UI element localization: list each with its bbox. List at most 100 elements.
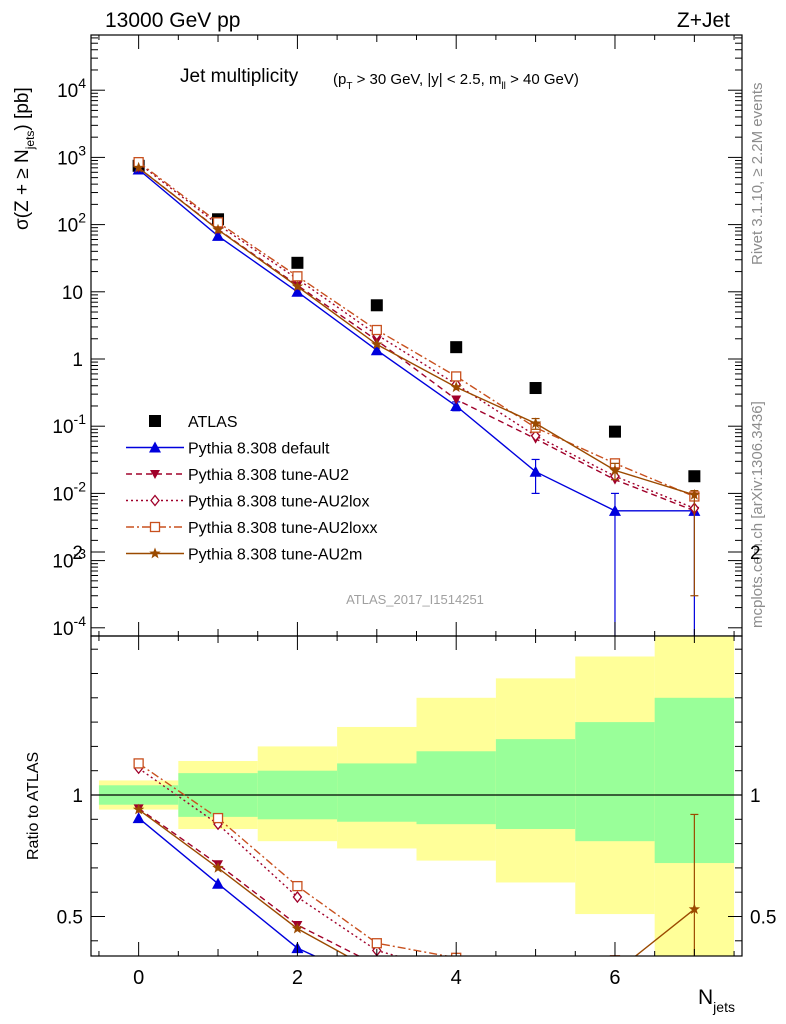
ratio-point	[212, 877, 225, 889]
ratio-point	[291, 922, 304, 934]
ratio-point	[690, 961, 699, 970]
chart-title: Jet multiplicity	[180, 66, 299, 87]
main-y-tick-label: 10-1	[52, 411, 86, 438]
main-panel-frame: 10-4 10-3 10-2 10-1 1 10 102 103 104	[52, 34, 743, 640]
main-point	[450, 399, 463, 411]
main-point	[212, 229, 225, 241]
legend-marker	[150, 494, 160, 507]
main-point	[529, 417, 542, 429]
stat-uncertainty-band	[416, 751, 496, 825]
legend-marker	[149, 521, 161, 533]
ratio-series-4	[132, 803, 701, 977]
mcplots-label: mcplots.cern.ch [arXiv:1306.3436]	[749, 401, 766, 628]
ratio-point	[292, 891, 303, 904]
process-label: Z+Jet	[677, 9, 730, 32]
main-line-2	[138, 167, 695, 512]
stat-uncertainty-band	[575, 722, 655, 842]
ratio-y-tick-label-right: 0.5	[750, 908, 776, 929]
x-tick-label: 2	[292, 967, 303, 989]
ratio-point	[530, 1017, 542, 1024]
main-point	[529, 382, 542, 395]
ratio-point	[688, 903, 701, 915]
main-series-layer	[132, 156, 701, 636]
legend-entry-label: Pythia 8.308 default	[188, 441, 330, 458]
main-point	[370, 344, 383, 356]
ratio-line-0	[138, 817, 317, 956]
ratio-point	[371, 938, 382, 949]
main-y-tick-label: 1	[72, 350, 83, 371]
legend-marker	[150, 470, 160, 479]
stat-uncertainty-band	[495, 739, 576, 830]
legend: ATLAS Pythia 8.308 default Pythia 8.308 tu…	[126, 414, 377, 564]
legend-entry-label: ATLAS	[188, 414, 238, 431]
legend-entry-label: Pythia 8.308 tune-AU2	[188, 467, 349, 484]
main-point	[291, 256, 304, 269]
main-series-0	[132, 159, 701, 483]
main-point	[609, 464, 621, 476]
ratio-point	[610, 988, 620, 997]
ratio-point	[371, 966, 382, 977]
main-line-1	[138, 168, 695, 512]
main-point	[688, 470, 701, 483]
ratio-panel-frame: 0.5 0.5 1 1 2 2 0 2 4 6	[57, 543, 777, 989]
ratio-series-3	[133, 758, 699, 979]
legend-entry-label: Pythia 8.308 tune-AU2m	[188, 547, 362, 564]
main-point	[608, 425, 621, 438]
ratio-point	[532, 987, 540, 997]
legend-marker	[149, 415, 161, 427]
ratio-point	[531, 970, 540, 979]
main-point	[688, 488, 701, 500]
main-point	[132, 161, 145, 173]
legend-marker	[149, 547, 161, 559]
main-point	[370, 299, 383, 312]
energy-label: 13000 GeV pp	[105, 9, 240, 32]
ratio-y-tick-label-right: 2	[750, 543, 761, 564]
ratio-point	[133, 758, 144, 769]
ratio-point	[451, 993, 461, 1002]
main-point	[608, 504, 621, 516]
main-y-tick-label: 10-4	[52, 613, 86, 640]
ratio-point	[371, 979, 383, 990]
main-line-4	[138, 161, 695, 498]
ratio-point	[132, 803, 145, 815]
main-point	[529, 465, 542, 477]
ratio-uncertainty-bands	[91, 636, 742, 956]
main-line-3	[138, 162, 695, 509]
legend-marker	[149, 441, 161, 453]
main-point	[291, 280, 304, 292]
ratio-point	[609, 1016, 621, 1024]
legend-entry-label: Pythia 8.308 tune-AU2lox	[188, 494, 369, 511]
ratio-point	[689, 961, 699, 970]
ratio-point	[292, 880, 303, 892]
ratio-line-2	[138, 767, 400, 956]
main-series-1	[132, 163, 701, 636]
chart-subtitle: (pT > 30 GeV, |y| < 2.5, mll > 40 GeV)	[333, 71, 579, 92]
main-y-tick-label: 10-2	[52, 478, 86, 505]
main-point	[451, 395, 462, 405]
legend-entry-label: Pythia 8.308 tune-AU2loxx	[188, 520, 377, 537]
main-point	[371, 324, 382, 336]
main-y-tick-label: 104	[57, 75, 86, 102]
ratio-line-4	[138, 809, 695, 956]
main-point	[371, 338, 383, 350]
main-point	[212, 223, 224, 235]
ratio-y-tick-label-right: 1	[750, 786, 761, 807]
ratio-y-tick-label: 0.5	[57, 908, 83, 929]
ratio-series-layer	[132, 758, 701, 1024]
ratio-point	[609, 955, 621, 956]
main-y-tick-label: 103	[57, 142, 86, 169]
ratio-point	[531, 990, 541, 999]
ratio-point	[688, 959, 700, 970]
main-point	[450, 341, 463, 354]
x-tick-label: 6	[609, 967, 620, 989]
main-y-tick-label: 102	[57, 210, 86, 237]
main-line-5	[138, 167, 695, 496]
main-point	[450, 381, 462, 393]
ratio-point	[132, 812, 145, 824]
ratio-point	[212, 812, 224, 824]
stat-uncertainty-band	[337, 763, 417, 822]
ratio-point	[530, 959, 541, 970]
ratio-y-tick-label: 2	[72, 543, 83, 564]
ratio-line-1	[138, 807, 361, 956]
